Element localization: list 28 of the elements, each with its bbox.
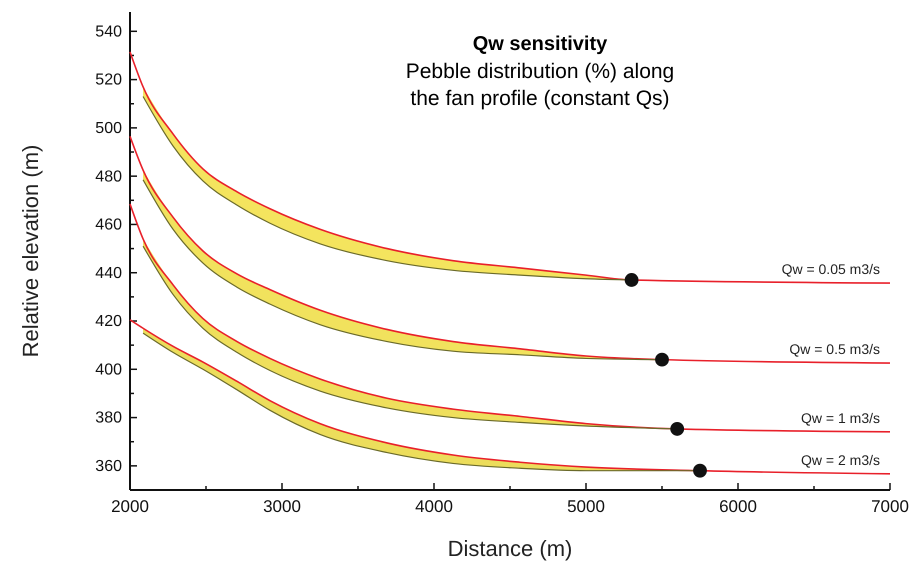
x-axis-title: Distance (m)	[448, 536, 572, 561]
y-tick-label: 520	[95, 72, 122, 89]
point	[670, 422, 684, 436]
text: Pebble distribution (%) along the fan profile (constant Qs)	[406, 60, 674, 110]
text: Qw sensitivity	[472, 33, 608, 55]
series-label: Qw = 0.05 m3/s	[782, 261, 880, 278]
point	[624, 273, 639, 287]
y-tick-label: 400	[95, 361, 122, 378]
x-tick-label: 6000	[719, 497, 757, 516]
y-tick-label: 460	[95, 216, 122, 234]
x-tick-label: 2000	[111, 497, 149, 516]
y-tick-label: 360	[95, 458, 122, 475]
x-tick-label: 4000	[415, 497, 453, 516]
series-label: Qw = 0.5 m3/s	[789, 341, 880, 358]
point	[693, 464, 707, 478]
x-tick-label: 7000	[871, 497, 909, 516]
y-tick-label: 380	[95, 410, 122, 427]
y-tick-label: 440	[95, 264, 122, 282]
y-tick-label: 420	[95, 313, 122, 330]
series-label: Qw = 1 m3/s	[801, 410, 880, 426]
x-tick-label: 3000	[263, 497, 301, 516]
y-tick-label: 540	[95, 23, 122, 40]
point	[655, 352, 669, 367]
y-axis-title: Relative elevation (m)	[18, 144, 43, 358]
y-tick-label: 480	[95, 168, 122, 186]
series-label: Qw = 2 m3/s	[801, 452, 880, 468]
y-tick-label: 500	[95, 120, 122, 137]
x-tick-label: 5000	[567, 497, 605, 516]
